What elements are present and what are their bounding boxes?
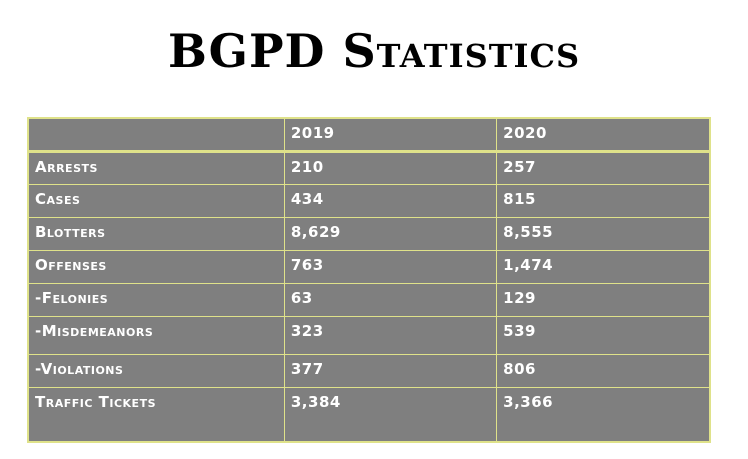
- row-label: -Felonies: [27, 283, 285, 317]
- row-label: Offenses: [27, 250, 285, 284]
- row-label: Blotters: [27, 217, 285, 251]
- value-2019: 434: [283, 184, 498, 218]
- row-label: -Violations: [27, 354, 285, 388]
- table-row: -Violations 377 806: [27, 354, 711, 388]
- header-cell-2020: 2020: [496, 117, 711, 152]
- value-2019: 323: [283, 316, 498, 355]
- value-2019: 8,629: [283, 217, 498, 251]
- value-2020: 129: [496, 283, 711, 317]
- value-2020: 806: [496, 354, 711, 388]
- value-2019: 377: [283, 354, 498, 388]
- row-label: Cases: [27, 184, 285, 218]
- value-2019: 63: [283, 283, 498, 317]
- table-row: Offenses 763 1,474: [27, 250, 711, 284]
- value-2020: 257: [496, 151, 711, 185]
- table-header-row: 2019 2020: [27, 117, 711, 152]
- table-row: Blotters 8,629 8,555: [27, 217, 711, 251]
- row-label: Traffic Tickets: [27, 387, 285, 442]
- header-cell-2019: 2019: [283, 117, 498, 152]
- value-2019: 3,384: [283, 387, 498, 442]
- table-row: -Misdemeanors 323 539: [27, 316, 711, 355]
- header-cell-empty: [27, 117, 285, 152]
- value-2020: 8,555: [496, 217, 711, 251]
- value-2019: 210: [283, 151, 498, 185]
- table-row: -Felonies 63 129: [27, 283, 711, 317]
- value-2020: 815: [496, 184, 711, 218]
- statistics-table: 2019 2020 Arrests 210 257 Cases 434 815 …: [27, 117, 711, 443]
- table-row: Arrests 210 257: [27, 151, 711, 185]
- row-label: Arrests: [27, 151, 285, 185]
- value-2020: 3,366: [496, 387, 711, 442]
- table-row: Traffic Tickets 3,384 3,366: [27, 387, 711, 442]
- table-row: Cases 434 815: [27, 184, 711, 218]
- value-2020: 539: [496, 316, 711, 355]
- row-label: -Misdemeanors: [27, 316, 285, 355]
- value-2019: 763: [283, 250, 498, 284]
- page-title: BGPD Statistics: [167, 24, 581, 78]
- value-2020: 1,474: [496, 250, 711, 284]
